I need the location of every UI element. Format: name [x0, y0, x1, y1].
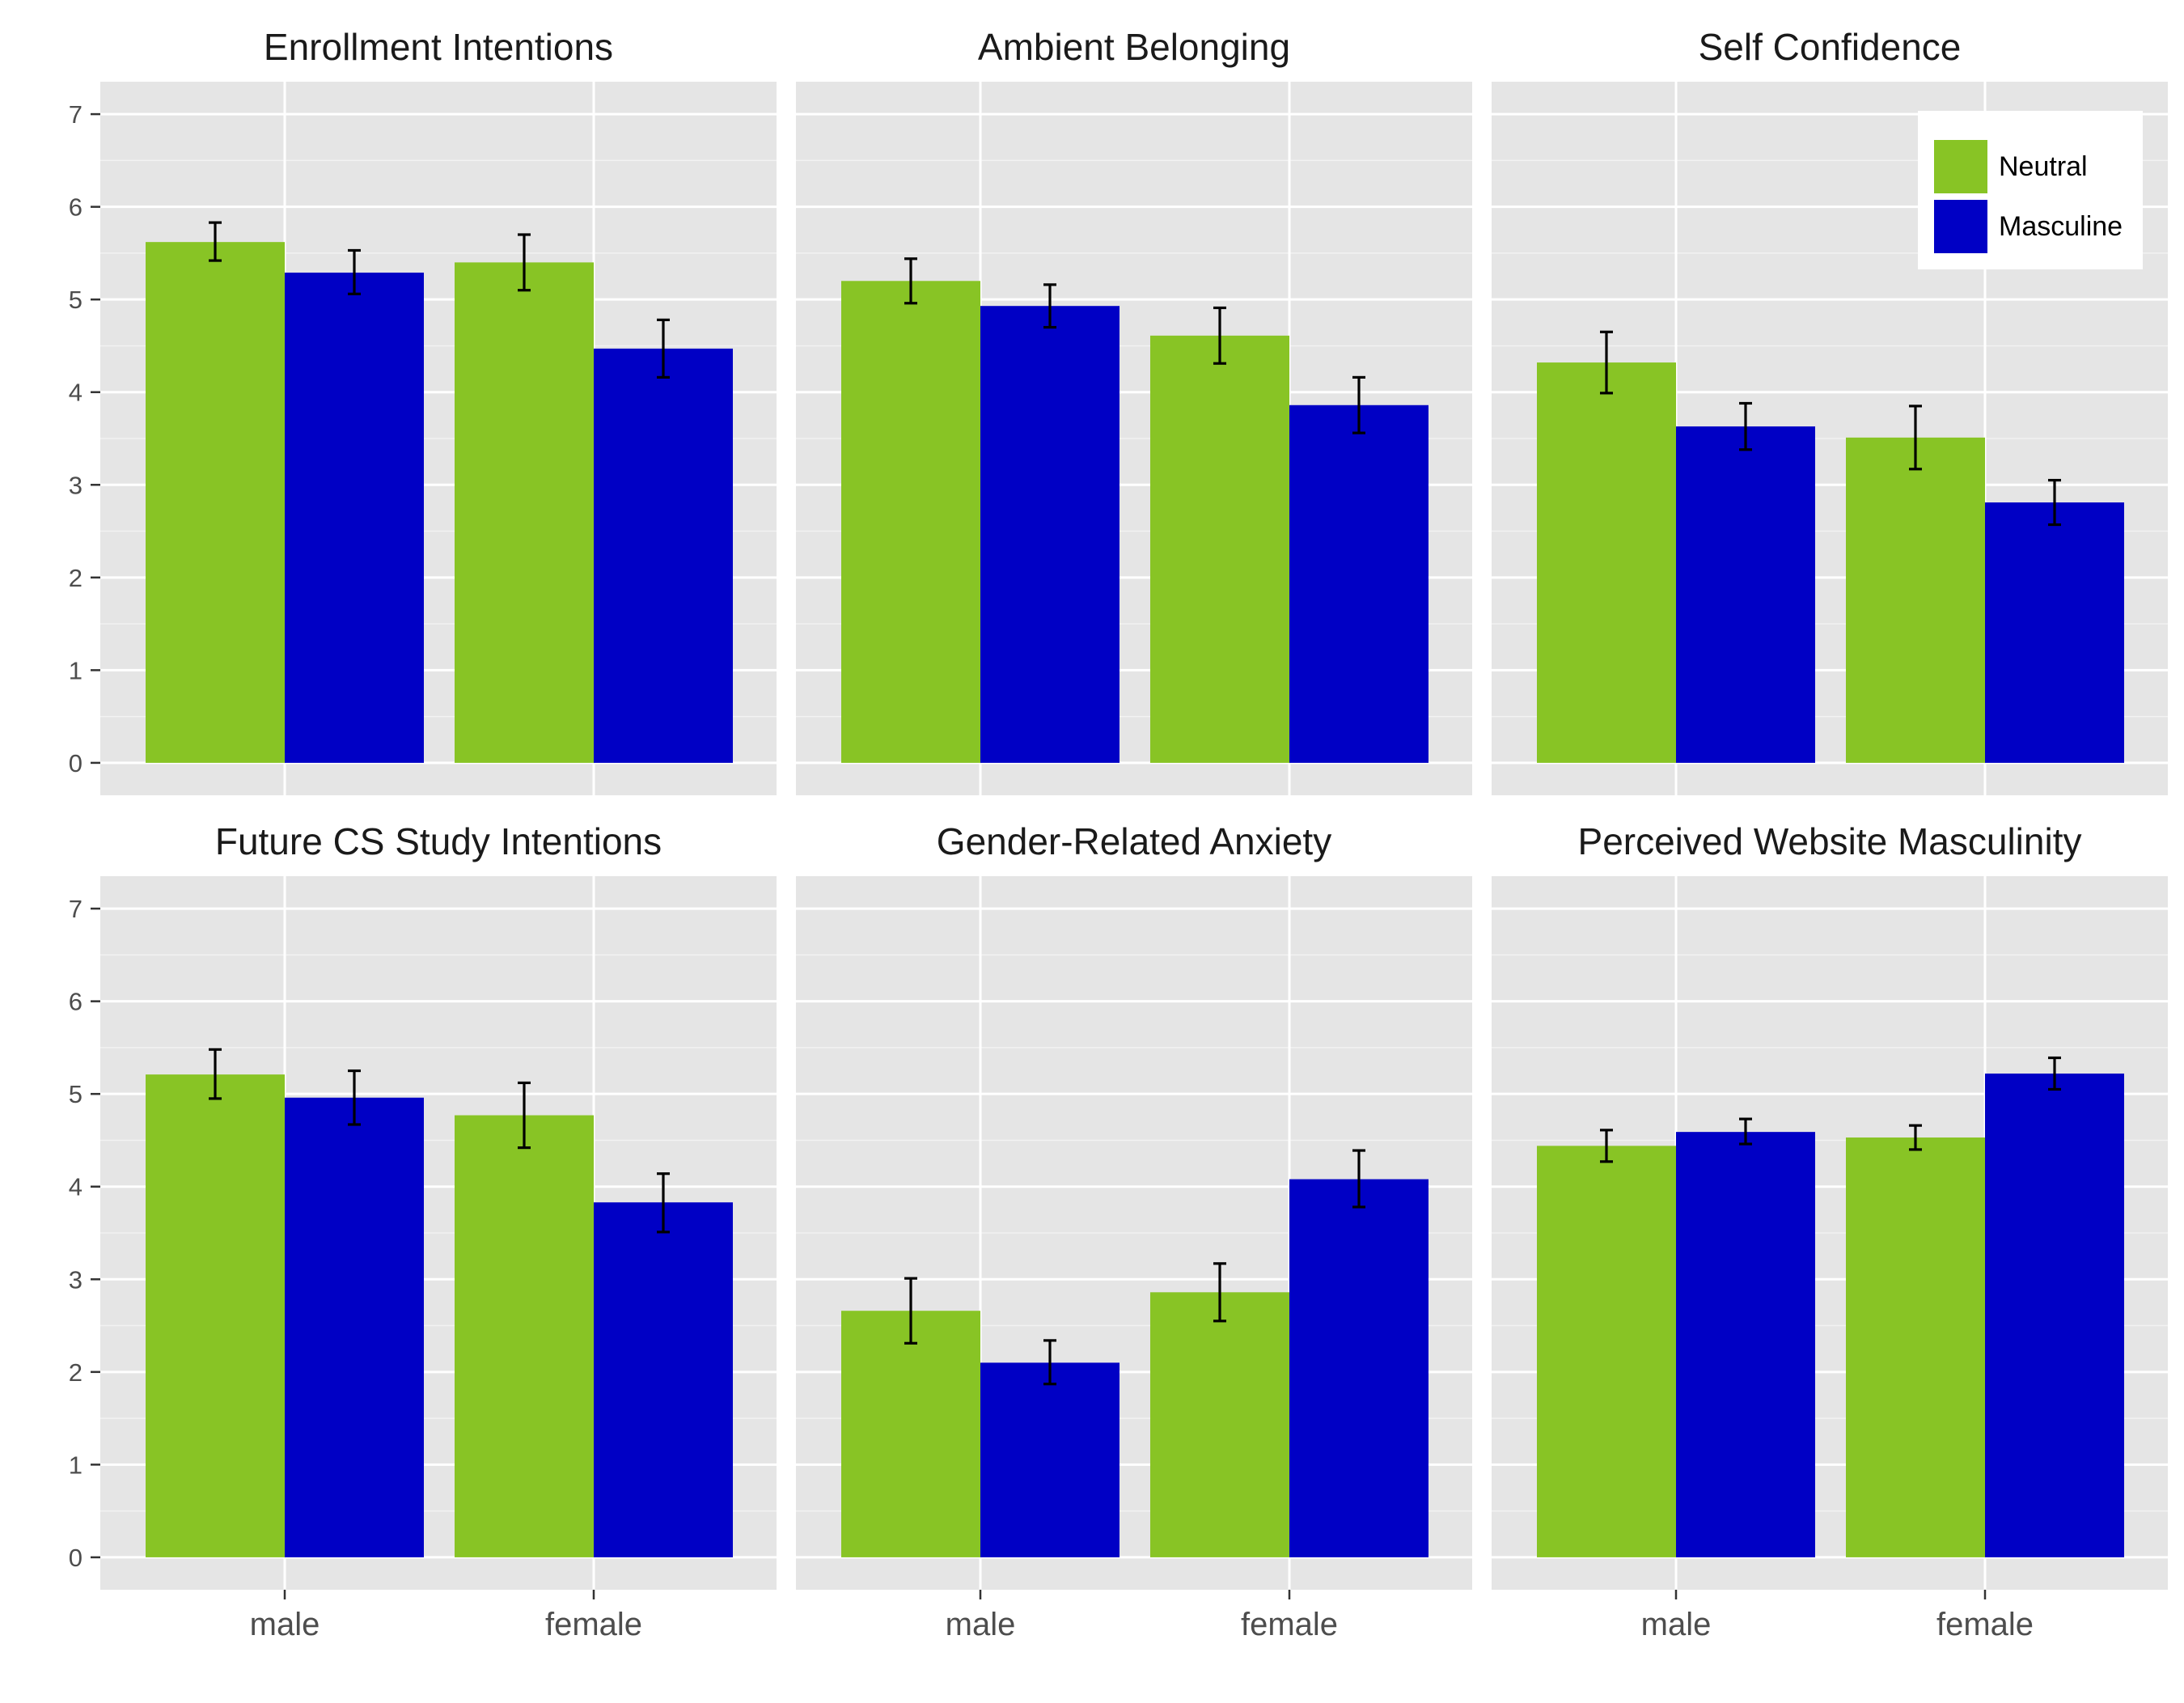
- error-bar-neutral-male: [904, 1277, 917, 1345]
- error-bar-masculine-male: [348, 248, 361, 295]
- error-bar-neutral-male: [1600, 330, 1613, 395]
- error-bar-neutral-male: [209, 1048, 222, 1100]
- error-bar-neutral-female: [1909, 405, 1922, 471]
- y-tick-label: 7: [69, 895, 83, 923]
- bar-neutral-male: [146, 1074, 285, 1557]
- bar-masculine-female: [594, 348, 733, 763]
- bar-neutral-male: [841, 281, 980, 763]
- bar-masculine-male: [1676, 426, 1815, 763]
- error-bar-neutral-male: [904, 257, 917, 305]
- x-tick-label: female: [545, 1607, 642, 1642]
- bar-masculine-female: [1289, 405, 1428, 763]
- facet-panel-future-cs-study-intentions: Future CS Study Intentions 0 1 2 3 4 5 6 7 male fe…: [69, 820, 777, 1642]
- bar-neutral-male: [841, 1311, 980, 1557]
- bar-neutral-female: [1150, 1292, 1289, 1557]
- error-bar-neutral-male: [1600, 1129, 1613, 1163]
- legend-label-masculine: Masculine: [1999, 211, 2123, 242]
- bar-neutral-female: [455, 262, 594, 763]
- bar-neutral-male: [146, 242, 285, 763]
- bar-masculine-female: [1985, 1073, 2124, 1557]
- facet-panel-self-confidence: Self Confidence: [1492, 26, 2168, 795]
- x-tick-label: female: [1936, 1607, 2034, 1642]
- bar-neutral-female: [455, 1115, 594, 1557]
- x-tick-label: male: [946, 1607, 1016, 1642]
- y-tick-label: 5: [69, 286, 83, 314]
- bar-masculine-male: [980, 306, 1120, 763]
- facet-panel-gender-related-anxiety: Gender-Related Anxiety male female: [796, 820, 1472, 1642]
- panel-title: Perceived Website Masculinity: [1578, 820, 2082, 862]
- y-tick-label: 5: [69, 1080, 83, 1108]
- y-tick-label: 4: [69, 379, 83, 407]
- panel-title: Future CS Study Intentions: [215, 820, 662, 862]
- error-bar-masculine-female: [2048, 478, 2061, 527]
- y-tick-label: 3: [69, 471, 83, 499]
- bar-neutral-male: [1537, 1146, 1676, 1557]
- error-bar-masculine-male: [1739, 1117, 1752, 1146]
- panel-title: Gender-Related Anxiety: [937, 820, 1331, 862]
- error-bar-masculine-female: [2048, 1056, 2061, 1091]
- bar-masculine-female: [594, 1202, 733, 1557]
- error-bar-neutral-female: [1213, 1262, 1226, 1323]
- x-tick-label: male: [1641, 1607, 1712, 1642]
- error-bar-masculine-male: [348, 1069, 361, 1126]
- error-bar-masculine-male: [1043, 283, 1056, 329]
- panel-title: Ambient Belonging: [978, 26, 1290, 68]
- bar-neutral-female: [1150, 335, 1289, 763]
- bar-neutral-female: [1846, 437, 1985, 763]
- legend-label-neutral: Neutral: [1999, 151, 2088, 182]
- legend-swatch-masculine: [1934, 200, 1987, 253]
- error-bar-neutral-female: [1909, 1124, 1922, 1151]
- panel-title: Enrollment Intentions: [264, 26, 613, 68]
- error-bar-masculine-female: [1352, 1149, 1365, 1209]
- legend-swatch-neutral: [1934, 140, 1987, 193]
- bar-masculine-male: [1676, 1132, 1815, 1557]
- bar-neutral-male: [1537, 362, 1676, 763]
- legend: Neutral Masculine: [1918, 111, 2143, 269]
- error-bar-masculine-female: [1352, 375, 1365, 434]
- bar-masculine-male: [285, 272, 424, 763]
- y-tick-label: 6: [69, 988, 83, 1016]
- x-tick-label: male: [250, 1607, 320, 1642]
- y-tick-label: 1: [69, 656, 83, 684]
- bar-neutral-female: [1846, 1137, 1985, 1557]
- y-tick-label: 3: [69, 1265, 83, 1294]
- error-bar-masculine-female: [657, 1172, 670, 1234]
- y-tick-label: 2: [69, 1358, 83, 1387]
- bar-masculine-male: [285, 1097, 424, 1557]
- error-bar-neutral-female: [518, 1081, 531, 1150]
- bar-masculine-female: [1985, 502, 2124, 763]
- error-bar-masculine-male: [1739, 401, 1752, 451]
- panel-title: Self Confidence: [1699, 26, 1962, 68]
- facet-panel-ambient-belonging: Ambient Belonging: [796, 26, 1472, 795]
- y-tick-label: 1: [69, 1451, 83, 1479]
- y-tick-label: 0: [69, 749, 83, 777]
- error-bar-masculine-male: [1043, 1339, 1056, 1386]
- bar-masculine-female: [1289, 1179, 1428, 1557]
- x-tick-label: female: [1241, 1607, 1338, 1642]
- facet-panel-enrollment-intentions: Enrollment Intentions 0 1 2 3 4 5 6 7: [69, 26, 777, 795]
- error-bar-masculine-female: [657, 318, 670, 379]
- y-tick-label: 0: [69, 1544, 83, 1572]
- error-bar-neutral-male: [209, 221, 222, 262]
- error-bar-neutral-female: [1213, 306, 1226, 365]
- y-tick-label: 2: [69, 564, 83, 592]
- facet-panel-perceived-website-masculinity: Perceived Website Masculinity male female: [1492, 820, 2168, 1642]
- bar-masculine-male: [980, 1362, 1120, 1557]
- y-tick-label: 6: [69, 193, 83, 222]
- error-bar-neutral-female: [518, 233, 531, 292]
- y-tick-label: 7: [69, 100, 83, 129]
- y-tick-label: 4: [69, 1173, 83, 1201]
